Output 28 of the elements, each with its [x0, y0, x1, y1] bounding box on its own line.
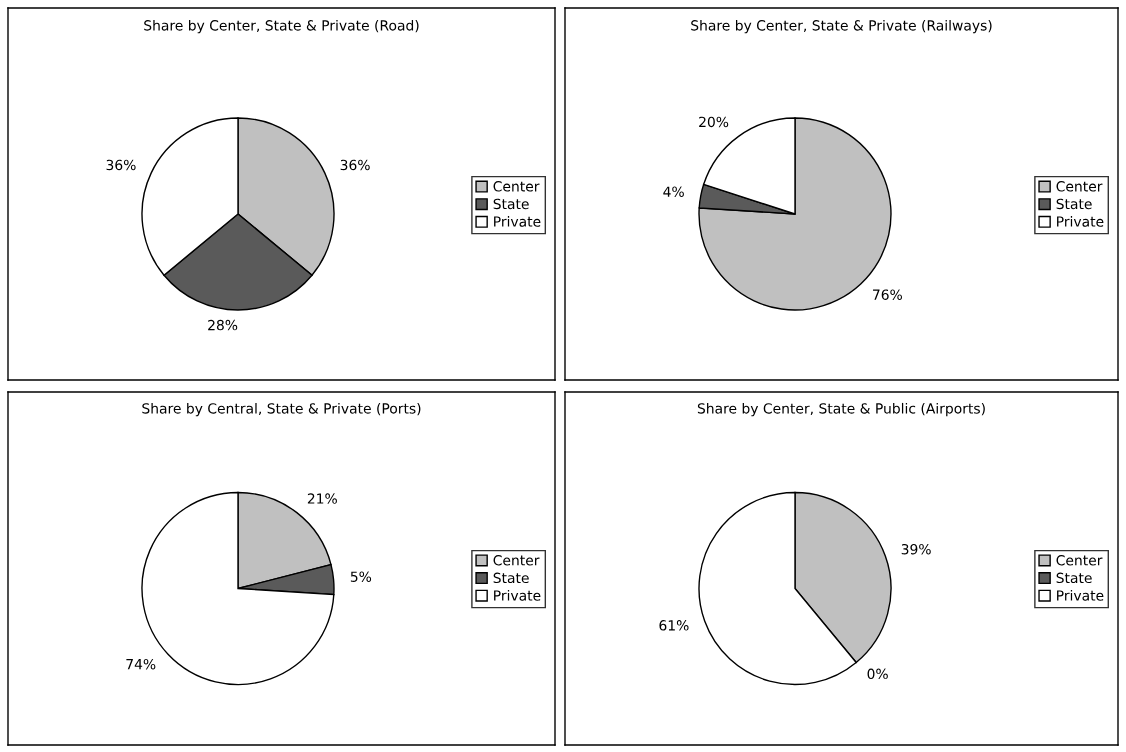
- text: 0%: [867, 668, 888, 680]
- legend-label: State: [1056, 198, 1092, 210]
- data-label: 36%: [340, 159, 370, 171]
- data-label: 39%: [901, 543, 931, 555]
- legend-label: State: [493, 572, 529, 584]
- legend-label: Private: [1057, 589, 1104, 601]
- data-label: 36%: [106, 159, 136, 171]
- chart-title: Share by Center, State & Private (Road): [144, 19, 419, 34]
- legend-label: Private: [494, 216, 541, 227]
- data-label: 5%: [350, 571, 372, 582]
- data-label: 21%: [307, 493, 337, 504]
- legend-label: Center: [493, 181, 540, 192]
- legend-label: State: [493, 198, 529, 210]
- data-label: 4%: [663, 186, 684, 197]
- chart-title: Share by Central, State & Private (Ports): [142, 402, 421, 417]
- data-label: 61%: [659, 620, 689, 631]
- data-label: 28%: [208, 319, 238, 331]
- legend-label: Center: [1056, 555, 1103, 566]
- legend-label: Private: [494, 589, 541, 601]
- data-label: 20%: [699, 116, 729, 128]
- legend-label: State: [1056, 572, 1092, 584]
- data-label: 76%: [873, 289, 902, 300]
- data-label: 74%: [126, 658, 156, 670]
- legend-label: Center: [1056, 181, 1103, 192]
- legend-label: Private: [1057, 216, 1104, 227]
- chart-title: Share by Center, State & Private (Railways): [691, 19, 992, 34]
- chart-title: Share by Center, State & Public (Airports): [697, 402, 985, 417]
- legend-label: Center: [493, 555, 540, 566]
